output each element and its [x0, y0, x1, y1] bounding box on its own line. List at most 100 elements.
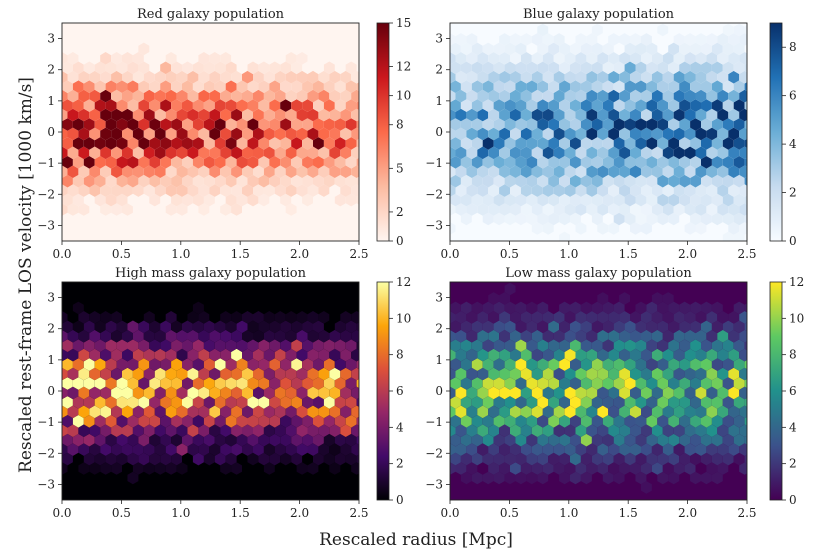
- hexbin-cell: [624, 415, 636, 428]
- hexbin-cell: [499, 108, 510, 122]
- hexbin-cell: [537, 23, 549, 37]
- hexbin-cell: [67, 184, 79, 197]
- hexbin-cell: [149, 377, 161, 390]
- hexbin-cell: [580, 193, 592, 207]
- hexbin-cell: [477, 89, 489, 103]
- hexbin-cell: [668, 99, 680, 112]
- hexbin-cell: [570, 452, 581, 466]
- hexbin-cell: [673, 89, 685, 103]
- hexbin-cell: [182, 396, 193, 409]
- hexbin-cell: [701, 61, 712, 75]
- hexbin-cell: [122, 443, 133, 456]
- hexbin-cell: [673, 146, 685, 160]
- hexbin-cell: [122, 165, 133, 178]
- hexbin-cell: [482, 99, 494, 112]
- hexbin-cell: [728, 386, 740, 400]
- hexbin-cell: [706, 405, 718, 419]
- hexbin-cell: [591, 452, 603, 466]
- hexbin-cell: [499, 292, 510, 305]
- hexbin-cell: [471, 174, 483, 188]
- hexbin-cell: [100, 443, 112, 456]
- hexbin-cell: [225, 174, 237, 188]
- hexbin-cell: [220, 367, 232, 381]
- hexbin-cell: [450, 165, 456, 178]
- hexbin-cell: [160, 61, 172, 75]
- hexbin-cell: [307, 165, 319, 178]
- hexbin-cell: [619, 127, 630, 141]
- hexbin-cell: [531, 443, 543, 456]
- hexbin-cell: [154, 329, 166, 343]
- hexbin-cell: [160, 433, 172, 447]
- hexbin-cell: [192, 358, 204, 371]
- hexbin-cell: [630, 127, 641, 141]
- hexbin-cell: [515, 452, 527, 466]
- hexbin-cell: [192, 80, 204, 93]
- hexbin-cell: [285, 443, 297, 456]
- hexbin-cell: [105, 80, 117, 93]
- hexbin-cell: [673, 462, 685, 475]
- hexbin-cell: [296, 386, 308, 400]
- hexbin-cell: [711, 358, 723, 371]
- hexbin-cell: [450, 320, 461, 334]
- hexbin-cell: [450, 386, 456, 400]
- hexbin-cell: [515, 320, 527, 334]
- hexbin-cell: [460, 433, 472, 447]
- hexbin-cell: [679, 415, 691, 428]
- hexbin-cell: [690, 358, 701, 371]
- hexbin-cell: [722, 212, 734, 226]
- hexbin-cell: [559, 118, 570, 131]
- hexbin-cell: [242, 311, 253, 324]
- hexbin-cell: [570, 358, 581, 371]
- hexbin-cell: [143, 89, 155, 103]
- hexbin-cell: [214, 174, 226, 188]
- hexbin-cell: [100, 52, 112, 65]
- hexbin-cell: [471, 415, 483, 428]
- hexbin-cell: [744, 195, 747, 205]
- hexbin-cell: [553, 146, 565, 160]
- hexbin-cell: [165, 165, 177, 178]
- colorbar-tick-label: 12: [789, 275, 804, 289]
- hexbin-cell: [542, 329, 554, 343]
- hexbin-cell: [171, 156, 182, 169]
- hexbin-cell: [695, 443, 707, 456]
- hexbin-cell: [209, 108, 221, 122]
- hexbin-cell: [62, 339, 73, 352]
- hexbin-cell: [132, 348, 144, 362]
- hexbin-cell: [602, 193, 614, 207]
- hexbin-cell: [72, 320, 84, 334]
- hexbin-cell: [318, 89, 330, 103]
- hexbin-cell: [679, 452, 691, 466]
- hexbin-cell: [318, 424, 330, 437]
- hexbin-cell: [630, 462, 641, 475]
- hexbin-cell: [641, 108, 652, 122]
- hexbin-cell: [105, 99, 117, 112]
- hexbin-cell: [602, 320, 614, 334]
- hexbin-cell: [520, 424, 532, 437]
- hexbin-cell: [717, 108, 729, 122]
- hexbin-cell: [559, 433, 570, 447]
- hexbin-cell: [651, 184, 663, 197]
- hexbin-cell: [493, 156, 505, 169]
- hexbin-cell: [488, 184, 500, 197]
- hexbin-cell: [559, 193, 570, 207]
- hexbin-cell: [684, 127, 696, 141]
- hexbin-cell: [323, 396, 335, 409]
- figure-xlabel: Rescaled radius [Mpc]: [319, 530, 513, 550]
- hexbin-cell: [564, 108, 576, 122]
- hexbin-cell: [608, 146, 620, 160]
- hexbin-cell: [116, 320, 128, 334]
- hexbin-cell: [510, 348, 521, 362]
- hexbin-cell: [318, 108, 330, 122]
- y-tick-label: 0: [47, 125, 55, 139]
- hexbin-cell: [564, 311, 576, 324]
- y-tick-label: −3: [425, 477, 443, 491]
- hexbin-cell: [641, 146, 652, 160]
- hexbin-cell: [220, 348, 232, 362]
- hexbin-cell: [171, 99, 182, 112]
- hexbin-cell: [701, 156, 712, 169]
- hexbin-cell: [296, 405, 308, 419]
- hexbin-cell: [269, 377, 281, 390]
- hexbin-cell: [307, 405, 319, 419]
- hexbin-cell: [722, 320, 734, 334]
- hexbin-cell: [591, 42, 603, 56]
